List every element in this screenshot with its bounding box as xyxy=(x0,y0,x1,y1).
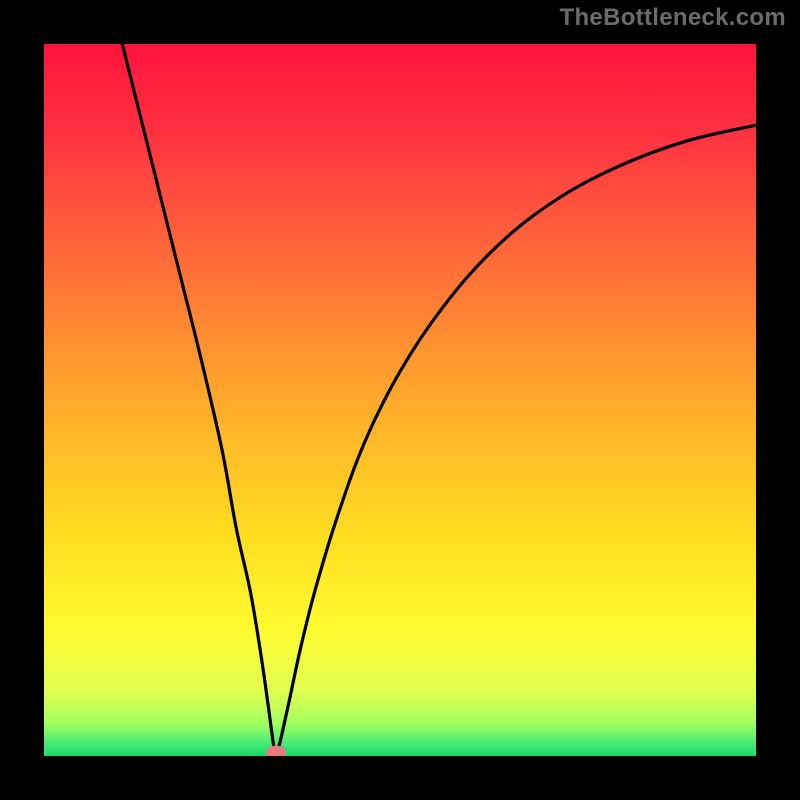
chart-svg xyxy=(0,0,800,800)
bottleneck-chart: TheBottleneck.com xyxy=(0,0,800,800)
plot-background xyxy=(44,44,756,756)
watermark-text: TheBottleneck.com xyxy=(560,4,786,32)
